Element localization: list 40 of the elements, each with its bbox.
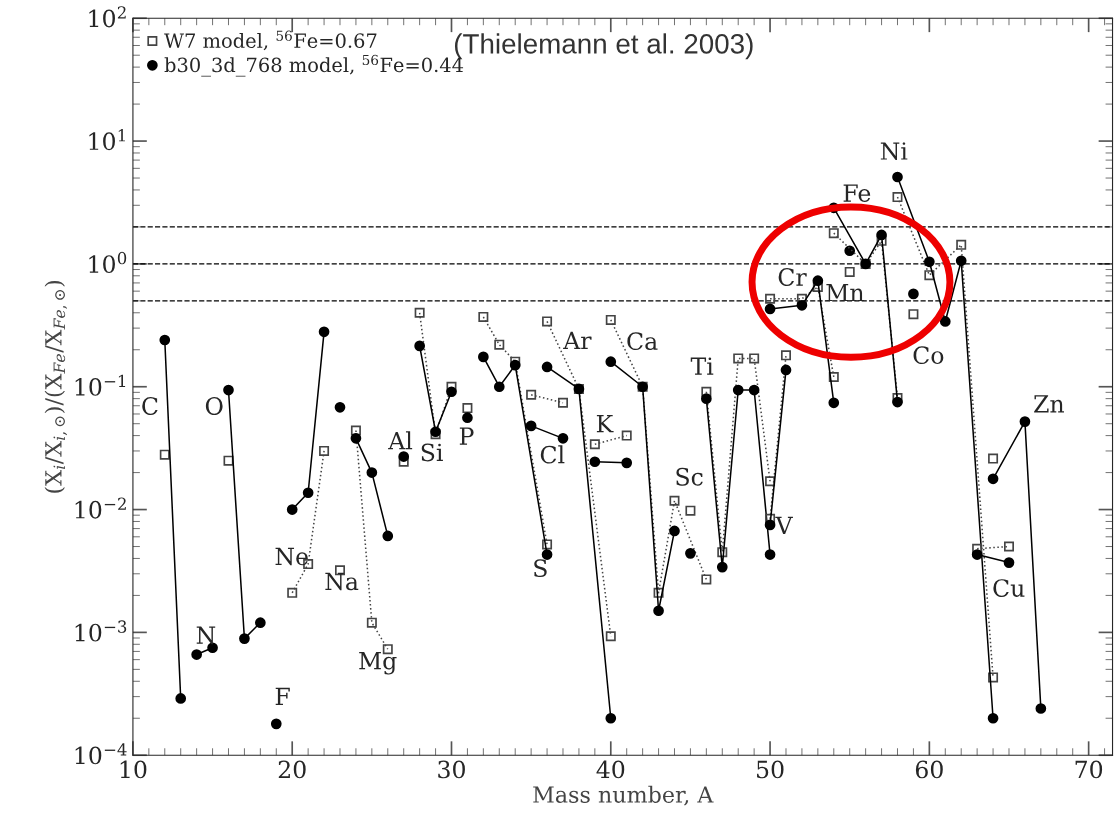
annotation: K — [596, 415, 614, 433]
annotation: N — [196, 626, 216, 645]
x-tick-label: 60 — [915, 760, 943, 779]
annotation: Zn — [1034, 395, 1065, 413]
x-tick-label: 30 — [438, 760, 465, 779]
annotation: V — [775, 516, 793, 535]
y-tick-label: 10$^{1}$ — [89, 129, 125, 151]
legend-label: W7 model, $^{56}$Fe=0.67 — [164, 30, 377, 51]
annotation: Mg — [359, 652, 397, 675]
annotation: Na — [325, 572, 359, 591]
y-tick-label: 10$^{−3}$ — [75, 620, 127, 642]
annotation: Fe — [843, 184, 871, 202]
annotation: Ni — [880, 142, 908, 160]
annotation: Cu — [993, 579, 1025, 597]
x-tick-label: 70 — [1075, 760, 1103, 779]
x-tick-label: 40 — [596, 760, 625, 779]
x-tick-label: 20 — [278, 760, 306, 779]
annotation: Al — [388, 431, 413, 450]
annotation: Ca — [627, 332, 658, 351]
annotation: Mn — [826, 283, 864, 302]
x-tick-label: 50 — [757, 760, 784, 779]
annotation: Ar — [563, 331, 592, 350]
annotation: P — [459, 427, 474, 445]
annotation: C — [142, 397, 158, 415]
annotation: S — [534, 559, 547, 578]
annotation: Ti — [690, 357, 714, 375]
annotation: F — [275, 687, 290, 705]
annotation: O — [205, 397, 223, 415]
y-tick-label: 10$^{0}$ — [89, 251, 127, 274]
annotation: Co — [913, 346, 944, 365]
y-tick-label: 10$^{−2}$ — [75, 497, 126, 519]
text: (X$_{i}$/X$_{i,⊙}$)/(X$_{Fe}$/X$_{Fe,⊙}$) — [44, 280, 68, 493]
y-tick-label: 10$^{−1}$ — [75, 374, 126, 396]
annotation: Cl — [540, 445, 565, 464]
y-tick-label: 10$^{2}$ — [89, 6, 126, 28]
annotation: Cr — [778, 268, 807, 286]
x-axis-title: Mass number, A — [533, 785, 714, 806]
annotation: Si — [421, 443, 443, 462]
annotation: Sc — [676, 467, 703, 486]
annotation: Ne — [275, 547, 308, 566]
